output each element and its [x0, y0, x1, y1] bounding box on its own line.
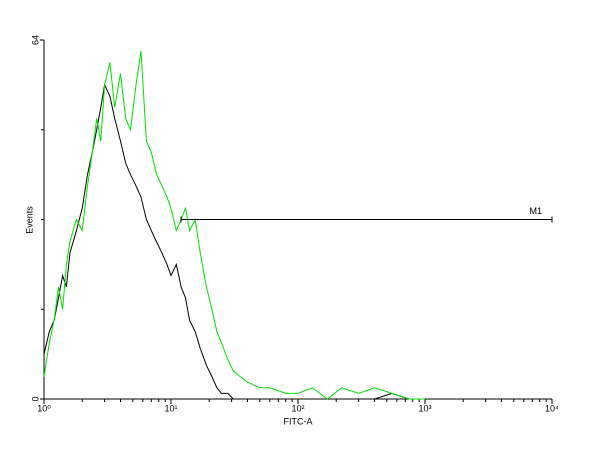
y-tick-label: 64 [30, 35, 40, 45]
y-axis-label: Events [24, 206, 34, 234]
x-tick-label: 10¹ [164, 403, 177, 413]
histogram-line [43, 83, 425, 400]
x-tick-label: 10⁰ [37, 403, 51, 413]
marker-label: M1 [529, 206, 542, 216]
x-tick-label: 10⁴ [545, 403, 559, 413]
x-tick-label: 10³ [418, 403, 431, 413]
histogram-line [43, 51, 425, 400]
y-tick-label: 0 [30, 396, 40, 401]
x-tick-label: 10² [291, 403, 304, 413]
x-axis-label: FITC-A [284, 416, 313, 426]
